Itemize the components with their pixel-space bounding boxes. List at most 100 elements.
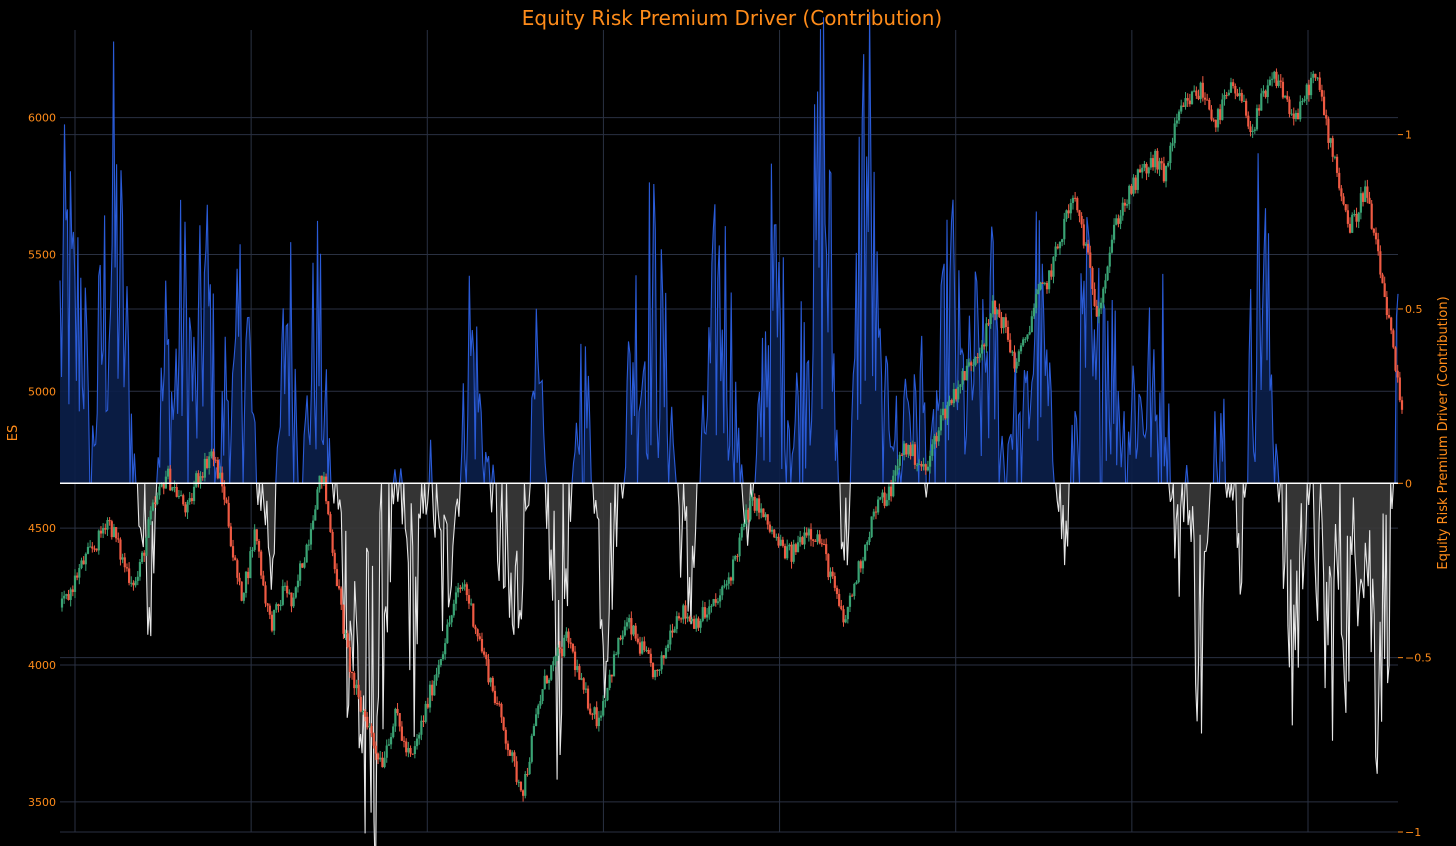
- candle-body: [424, 703, 427, 722]
- candle-body: [366, 716, 369, 728]
- candle-body: [1147, 167, 1150, 174]
- candle-body: [1190, 91, 1194, 105]
- candle-body: [277, 604, 280, 607]
- candle-body: [387, 744, 390, 746]
- candle-body: [301, 563, 304, 568]
- candle-body: [67, 594, 70, 600]
- candle-body: [112, 527, 116, 538]
- candle-body: [647, 649, 650, 654]
- y-tick-label-left: 5000: [28, 385, 56, 398]
- candle-body: [95, 548, 98, 551]
- candle-body: [751, 496, 754, 501]
- candle-body: [701, 607, 704, 621]
- candle-body: [818, 534, 821, 544]
- candle-body: [972, 364, 975, 366]
- candle-body: [110, 521, 113, 538]
- candle-body: [197, 473, 200, 483]
- candle-body: [660, 655, 663, 670]
- candle-body: [1022, 339, 1025, 346]
- candle-body: [303, 562, 306, 568]
- candle-body: [993, 300, 997, 315]
- candle-body: [201, 476, 204, 478]
- candle-body: [132, 582, 135, 586]
- candle-body: [944, 408, 947, 419]
- candle-body: [175, 487, 178, 497]
- candle-body: [725, 583, 728, 586]
- candle-body: [1102, 288, 1105, 303]
- candle-body: [926, 466, 930, 471]
- candle-body: [636, 638, 639, 643]
- candle-body: [584, 688, 587, 690]
- candle-body: [835, 587, 839, 594]
- candle-body: [1028, 332, 1031, 335]
- candle-body: [93, 548, 96, 550]
- candle-body: [1379, 251, 1382, 275]
- candle-body: [937, 430, 940, 442]
- candle-body: [825, 544, 828, 555]
- candle-body: [1045, 282, 1049, 290]
- candle-body: [885, 500, 888, 506]
- candle-body: [398, 713, 401, 727]
- candle-body: [1312, 73, 1315, 78]
- candle-body: [983, 344, 986, 347]
- candle-body: [205, 458, 209, 468]
- candle-body: [314, 509, 317, 521]
- candle-body: [868, 537, 871, 542]
- candle-body: [558, 647, 561, 649]
- candle-body: [1206, 99, 1209, 101]
- candle-body: [1141, 167, 1144, 173]
- candle-body: [532, 726, 536, 736]
- candle-body: [669, 630, 672, 645]
- candle-body: [697, 618, 700, 628]
- candle-body: [1394, 347, 1397, 371]
- candle-body: [394, 708, 397, 727]
- candle-body: [195, 473, 198, 487]
- candle-body: [147, 519, 150, 538]
- candle-body: [1175, 120, 1178, 124]
- candle-body: [381, 757, 384, 768]
- candle-body: [1009, 339, 1012, 353]
- candle-body: [664, 647, 668, 659]
- candle-body: [474, 626, 477, 630]
- candle-body: [86, 546, 90, 554]
- candle-body: [459, 587, 462, 589]
- candle-body: [335, 569, 339, 587]
- candle-body: [470, 603, 473, 605]
- candle-body: [667, 644, 670, 648]
- candle-body: [1115, 218, 1118, 225]
- candle-body: [238, 577, 241, 582]
- candle-body: [158, 486, 161, 496]
- candle-body: [809, 529, 813, 540]
- candle-body: [463, 584, 466, 587]
- candle-body: [946, 405, 949, 419]
- candle-body: [1242, 100, 1246, 102]
- candle-body: [292, 597, 295, 607]
- candle-body: [257, 540, 261, 552]
- candle-body: [710, 605, 713, 607]
- candle-body: [872, 511, 875, 517]
- candle-body: [1346, 210, 1349, 224]
- candle-body: [1255, 108, 1259, 130]
- candle-body: [1286, 95, 1289, 100]
- candle-body: [422, 720, 425, 722]
- candle-body: [680, 618, 683, 620]
- candle-body: [1125, 204, 1129, 206]
- candle-body: [1193, 90, 1196, 92]
- candle-body: [1184, 98, 1187, 107]
- candle-body: [221, 472, 224, 487]
- candle-body: [1260, 93, 1263, 111]
- candle-body: [182, 495, 185, 505]
- candle-body: [1199, 82, 1202, 100]
- candle-body: [706, 614, 709, 618]
- candle-body: [117, 538, 120, 540]
- candle-body: [1104, 280, 1107, 289]
- candle-body: [1069, 203, 1072, 214]
- candle-body: [554, 655, 557, 662]
- candle-body: [783, 545, 787, 559]
- candle-body: [279, 604, 282, 607]
- candle-body: [641, 641, 644, 654]
- candle-body: [1138, 169, 1142, 173]
- candle-body: [329, 514, 332, 532]
- candle-body: [677, 616, 681, 619]
- candle-body: [851, 595, 854, 597]
